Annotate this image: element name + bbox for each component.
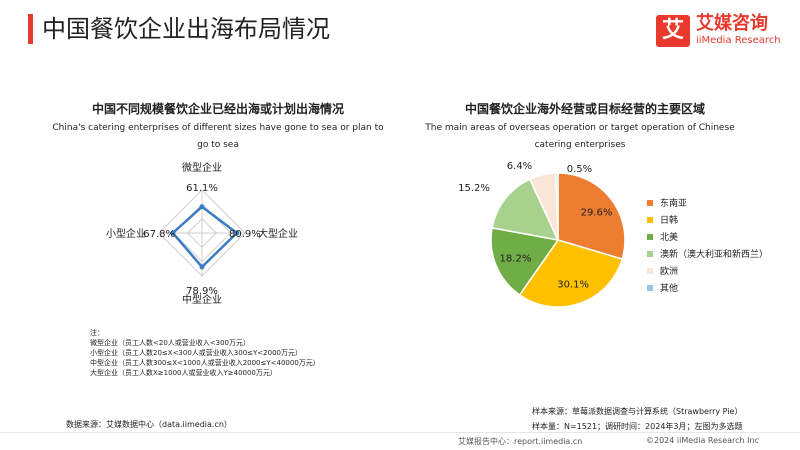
title-accent-bar — [28, 14, 33, 44]
notes-heading: 注： — [90, 328, 320, 338]
logo-text-cn: 艾媒咨询 — [696, 14, 768, 34]
pie-value-label: 29.6% — [581, 207, 613, 218]
note-line: 小型企业（员工人数20≤X<300人或营业收入300≤Y<2000万元） — [90, 348, 320, 358]
radar-grid — [159, 190, 245, 276]
note-line: 中型企业（员工人数300≤X<1000人或营业收入2000≤Y<40000万元） — [90, 358, 320, 368]
pie-chart-title: 中国餐饮企业海外经营或目标经营的主要区域 — [410, 100, 760, 117]
logo-mark-icon: 艾 — [656, 15, 690, 47]
legend-swatch — [647, 251, 653, 257]
radar-value-label: 78.9% — [186, 286, 218, 297]
size-definition-notes: 注： 微型企业（员工人数<20人或营业收入<300万元） 小型企业（员工人数20… — [90, 328, 320, 378]
pie-value-label: 30.1% — [557, 279, 589, 290]
legend-swatch — [647, 268, 653, 274]
legend-item: 澳新（澳大利亚和新西兰） — [647, 245, 768, 262]
pie-slice — [491, 228, 558, 295]
legend-item: 日韩 — [647, 211, 768, 228]
radar-point — [200, 204, 205, 209]
pie-legend: 东南亚日韩北美澳新（澳大利亚和新西兰） 欧洲其他 — [647, 194, 768, 296]
radar-value-label: 67.8% — [143, 229, 175, 240]
pie-slice — [530, 173, 558, 240]
legend-label: 日韩 — [660, 213, 678, 226]
note-line: 大型企业（员工人数X≥1000人或营业收入Y≥40000万元） — [90, 368, 320, 378]
radar-grid-ring — [188, 219, 217, 248]
legend-swatch — [647, 217, 653, 223]
legend-item: 北美 — [647, 228, 768, 245]
footer-report-text: 艾媒报告中心：report.iimedia.cn — [458, 437, 582, 446]
radar-value-label: 80.9% — [229, 229, 261, 240]
sample-source: 样本来源：草莓派数据调查与计算系统（Strawberry Pie） — [532, 406, 742, 417]
radar-grid-ring — [159, 190, 245, 276]
legend-label: 欧洲 — [660, 264, 678, 277]
radar-category-label: 微型企业 — [182, 161, 222, 174]
radar-point — [234, 231, 239, 236]
pie-value-label: 6.4% — [507, 161, 532, 172]
radar-point — [170, 231, 175, 236]
page-title: 中国餐饮企业出海布局情况 — [42, 14, 330, 44]
legend-swatch — [647, 200, 653, 206]
legend-label: 北美 — [660, 230, 678, 243]
pie-chart-subtitle: The main areas of overseas operation or … — [415, 120, 745, 154]
footer-report-link[interactable]: 艾媒报告中心：report.iimedia.cn — [458, 436, 582, 447]
footer-divider — [0, 432, 800, 433]
logo-text-en: iiMedia Research — [696, 35, 781, 47]
legend-item: 东南亚 — [647, 194, 768, 211]
note-line: 微型企业（员工人数<20人或营业收入<300万元） — [90, 338, 320, 348]
legend-item: 欧洲 — [647, 262, 768, 279]
pie-value-label: 18.2% — [500, 253, 532, 264]
radar-grid-ring — [173, 204, 230, 261]
radar-category-label: 大型企业 — [258, 227, 298, 240]
legend-label: 东南亚 — [660, 196, 687, 209]
legend-label: 其他 — [660, 281, 678, 294]
sample-size: 样本量：N=1521；调研时间：2024年3月；左图为多选题 — [532, 421, 743, 432]
pie-value-label: 15.2% — [458, 183, 490, 194]
data-source: 数据来源：艾媒数据中心（data.iimedia.cn） — [66, 419, 232, 430]
pie-slice — [520, 240, 623, 307]
logo-mark: 艾 — [662, 18, 684, 43]
pie-slice — [492, 179, 558, 240]
legend-swatch — [647, 234, 653, 240]
brand-logo: 艾 艾媒咨询 iiMedia Research — [656, 14, 792, 48]
legend-swatch — [647, 285, 653, 291]
pie-slice — [558, 173, 625, 259]
legend-item: 其他 — [647, 279, 768, 296]
radar-chart-subtitle: China's catering enterprises of differen… — [50, 120, 386, 154]
pie-slice — [556, 173, 558, 240]
footer-copyright: ©2024 iiMedia Research Inc — [646, 436, 759, 445]
pie-value-label: 0.5% — [567, 164, 592, 175]
legend-label: 澳新（澳大利亚和新西兰） — [660, 247, 768, 260]
radar-series-polygon — [173, 207, 237, 267]
radar-value-label: 61.1% — [186, 183, 218, 194]
radar-category-label: 中型企业 — [182, 293, 222, 306]
radar-chart-title: 中国不同规模餐饮企业已经出海或计划出海情况 — [40, 100, 396, 117]
radar-point — [200, 264, 205, 269]
radar-category-label: 小型企业 — [106, 227, 146, 240]
